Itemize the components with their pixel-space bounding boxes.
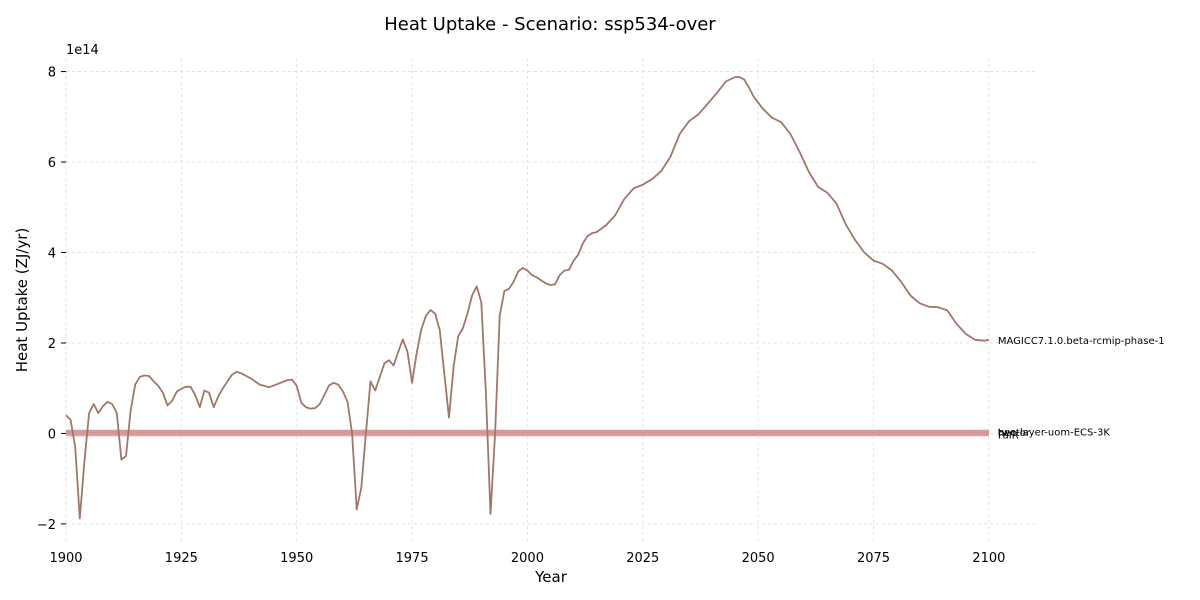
y-tick-label: 2 [48,337,56,352]
y-tick-label: 8 [48,66,56,81]
series-end-label: two-layer-uom-ECS-3K [998,428,1110,439]
x-axis-label: Year [534,568,568,586]
x-tick-label: 2050 [742,551,775,566]
y-tick-label: 0 [48,427,56,442]
x-tick-label: 1975 [396,551,429,566]
series-end-label: hector [998,428,1031,439]
y-tick-label: 4 [48,247,56,262]
chart-title: Heat Uptake - Scenario: ssp534-over [384,14,716,35]
x-tick-label: 1900 [49,551,82,566]
x-tick-label: 2025 [626,551,659,566]
y-tick-label: 6 [48,156,56,171]
series-lines [65,76,990,520]
series-end-label: FaIR [998,430,1019,441]
y-tick-label: −2 [37,518,56,533]
series-line-magicc7-1-0-beta-rcmip-phase-1 [65,76,990,520]
y-axis-label: Heat Uptake (ZJ/yr) [13,228,31,373]
x-tick-label: 1925 [165,551,198,566]
x-tick-label: 2000 [511,551,544,566]
grid [65,58,1035,542]
x-tick-label: 1950 [280,551,313,566]
series-end-label: MAGICC7.1.0.beta-rcmip-phase-1 [998,336,1165,347]
axis-ticks: 1900 1925 1950 1975 2000 2025 2050 2075 2100 −2 0 2… [37,66,1006,566]
y-axis-scale-label: 1e14 [66,43,99,58]
x-tick-label: 2075 [857,551,890,566]
x-tick-label: 2100 [972,551,1005,566]
